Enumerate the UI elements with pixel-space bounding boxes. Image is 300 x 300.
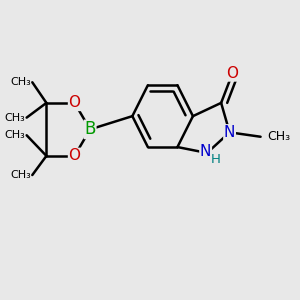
Text: O: O	[69, 95, 81, 110]
Text: CH₃: CH₃	[10, 170, 31, 180]
Text: H: H	[211, 153, 220, 166]
Text: CH₃: CH₃	[10, 77, 31, 87]
Text: N: N	[200, 144, 211, 159]
Text: O: O	[69, 148, 81, 164]
Text: CH₃: CH₃	[4, 130, 25, 140]
Text: CH₃: CH₃	[267, 130, 290, 143]
Text: B: B	[84, 120, 96, 138]
Text: N: N	[224, 125, 235, 140]
Text: O: O	[226, 66, 238, 81]
Text: CH₃: CH₃	[4, 112, 25, 123]
